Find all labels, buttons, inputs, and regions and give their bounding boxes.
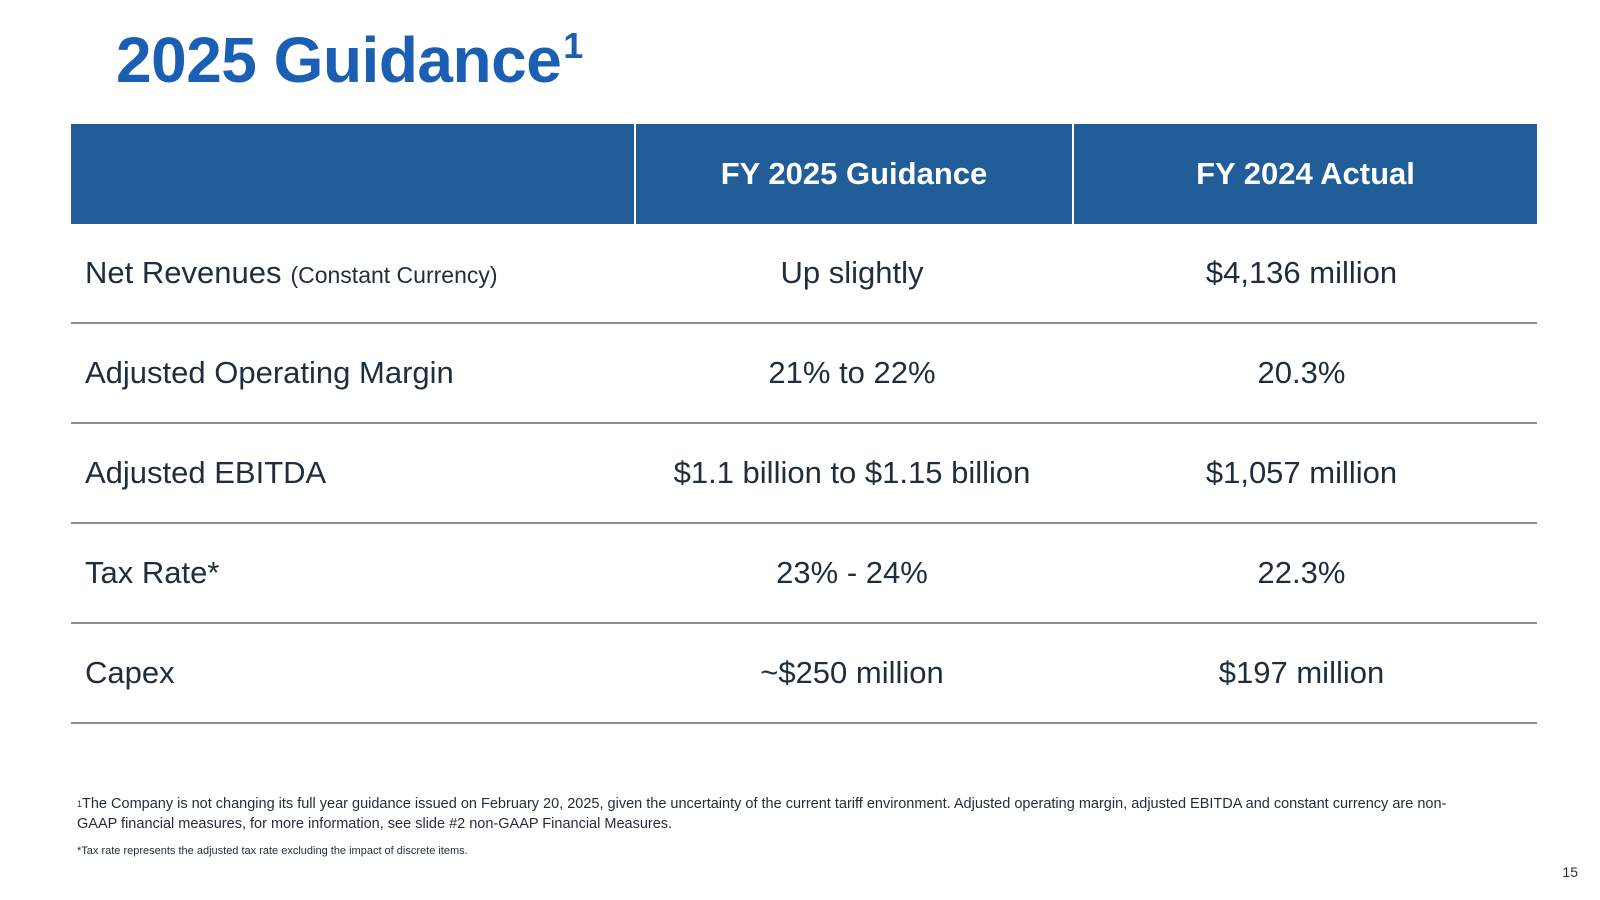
footnotes: 1The Company is not changing its full ye…: [77, 794, 1457, 857]
metric-cell: Net Revenues (Constant Currency): [71, 224, 634, 322]
metric-label: Net Revenues: [85, 255, 282, 290]
metric-qualifier: (Constant Currency): [290, 261, 498, 288]
guidance-cell: 21% to 22%: [768, 355, 936, 390]
guidance-cell: ~$250 million: [760, 655, 944, 690]
footnote-1-marker: 1: [77, 799, 83, 809]
guidance-cell: $1.1 billion to $1.15 billion: [673, 455, 1031, 490]
actual-cell: 20.3%: [1257, 355, 1346, 390]
table-row-adjusted-ebitda: Adjusted EBITDA $1.1 billion to $1.15 bi…: [71, 424, 1537, 524]
actual-cell: $4,136 million: [1205, 255, 1398, 290]
footnote-1: 1The Company is not changing its full ye…: [77, 794, 1457, 834]
header-cell-metric: [71, 124, 636, 224]
table-row-tax-rate: Tax Rate* 23% - 24% 22.3%: [71, 524, 1537, 624]
table-row-net-revenues: Net Revenues (Constant Currency) Up sligh…: [71, 224, 1537, 324]
footnote-1-text: The Company is not changing its full yea…: [77, 796, 1447, 832]
metric-cell: Adjusted Operating Margin: [85, 355, 454, 390]
header-cell-guidance: FY 2025 Guidance: [636, 124, 1074, 224]
guidance-cell: Up slightly: [780, 255, 924, 290]
table-header-row: FY 2025 Guidance FY 2024 Actual: [71, 124, 1537, 224]
table-row-capex: Capex ~$250 million $197 million: [71, 624, 1537, 724]
slide-title-text: 2025 Guidance: [116, 24, 562, 96]
table-row-adjusted-operating-margin: Adjusted Operating Margin 21% to 22% 20.…: [71, 324, 1537, 424]
metric-cell: Tax Rate*: [85, 555, 220, 590]
metric-cell: Adjusted EBITDA: [85, 455, 327, 490]
guidance-table: FY 2025 Guidance FY 2024 Actual Net Reve…: [71, 124, 1537, 724]
actual-cell: $1,057 million: [1205, 455, 1398, 490]
header-cell-actual: FY 2024 Actual: [1196, 156, 1415, 191]
page-number: 15: [1562, 864, 1578, 880]
guidance-cell: 23% - 24%: [776, 555, 928, 590]
footnote-tax-rate: *Tax rate represents the adjusted tax ra…: [77, 845, 468, 857]
actual-cell: 22.3%: [1257, 555, 1346, 590]
slide-title: 2025 Guidance1: [116, 22, 583, 99]
title-footnote-marker: 1: [563, 25, 583, 66]
actual-cell: $197 million: [1218, 655, 1385, 690]
metric-cell: Capex: [85, 655, 175, 690]
